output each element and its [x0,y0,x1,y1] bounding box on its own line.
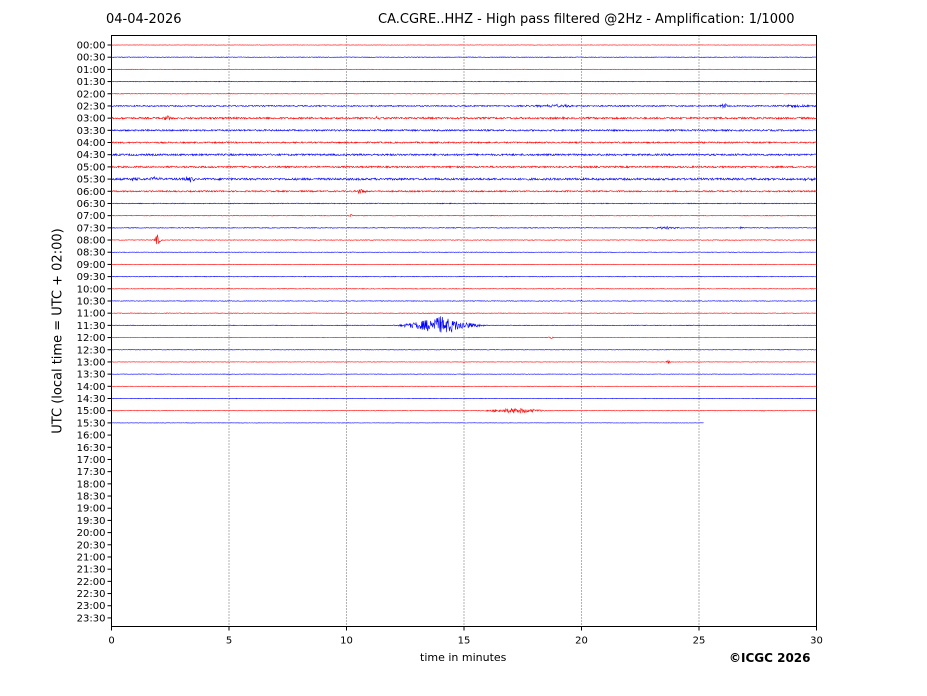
y-tick-label: 12:30 [77,345,106,356]
trace-0600 [111,189,817,195]
chart-title: CA.CGRE..HHZ - High pass filtered @2Hz -… [378,12,795,27]
trace-1300 [111,359,817,364]
y-tick-label: 19:00 [77,504,106,515]
trace-0530 [111,175,817,183]
trace-0300 [111,115,817,121]
y-tick-label: 09:00 [77,260,106,271]
x-tick-label: 20 [575,636,588,647]
trace-0500 [111,165,817,169]
y-tick-label: 18:00 [77,479,106,490]
trace-0630 [111,202,817,205]
y-tick-label: 15:30 [77,418,106,429]
x-tick-label: 0 [108,636,114,647]
y-tick-label: 21:30 [77,565,106,576]
y-tick-label: 05:30 [77,175,106,186]
trace-0130 [111,80,817,83]
y-tick-label: 08:30 [77,248,106,259]
y-axis-label: UTC (local time = UTC + 02:00) [50,228,66,434]
y-tick-label: 13:00 [77,357,106,368]
y-tick-label: 07:00 [77,211,106,222]
y-tick-label: 20:30 [77,540,106,551]
trace-0030 [111,56,817,58]
trace-0330 [111,128,817,133]
y-tick-label: 11:30 [77,321,106,332]
trace-0400 [111,140,817,145]
y-tick-label: 09:30 [77,272,106,283]
trace-1500 [111,407,817,414]
trace-1430 [111,397,817,400]
y-tick-label: 06:30 [77,199,106,210]
copyright-label: ©ICGC 2026 [729,651,811,665]
trace-1100 [111,312,817,314]
x-axis-label: time in minutes [420,651,507,664]
trace-1130 [111,316,817,333]
y-tick-label: 10:00 [77,284,106,295]
y-tick-label: 18:30 [77,492,106,503]
y-tick-label: 01:00 [77,65,106,76]
x-tick-label: 15 [458,636,471,647]
y-tick-label: 04:30 [77,150,106,161]
x-tick-label: 25 [693,636,706,647]
date-label: 04-04-2026 [106,12,182,27]
x-axis-ticks: 0 5 10 15 20 25 30 [108,626,823,647]
y-tick-label: 22:00 [77,577,106,588]
y-tick-label: 16:30 [77,443,106,454]
y-tick-label: 20:00 [77,528,106,539]
y-tick-label: 16:00 [77,431,106,442]
trace-1200 [111,336,817,339]
y-tick-label: 03:00 [77,114,106,125]
y-tick-label: 14:30 [77,394,106,405]
y-tick-label: 08:00 [77,236,106,247]
plot-area-frame [111,35,817,627]
y-tick-label: 19:30 [77,516,106,527]
y-tick-label: 03:30 [77,126,106,137]
y-tick-label: 04:00 [77,138,106,149]
y-tick-label: 02:00 [77,89,106,100]
y-tick-label: 05:00 [77,162,106,173]
y-tick-label: 10:30 [77,296,106,307]
y-tick-label: 07:30 [77,223,106,234]
trace-0830 [111,251,817,253]
trace-0230 [111,102,817,109]
seismic-traces [111,44,817,424]
y-tick-label: 02:30 [77,101,106,112]
y-tick-label: 15:00 [77,406,106,417]
y-tick-label: 00:00 [77,41,106,52]
trace-0730 [111,225,817,230]
y-tick-label: 22:30 [77,589,106,600]
trace-0800 [111,234,817,245]
y-tick-label: 06:00 [77,187,106,198]
vertical-gridlines [228,35,700,627]
x-tick-label: 10 [340,636,353,647]
y-tick-label: 17:00 [77,455,106,466]
y-tick-label: 17:30 [77,467,106,478]
trace-0430 [111,152,817,157]
x-tick-label: 5 [226,636,232,647]
y-tick-label: 13:30 [77,370,106,381]
y-tick-label: 23:00 [77,601,106,612]
trace-1230 [111,349,817,351]
y-tick-label: 12:00 [77,333,106,344]
trace-1030 [111,300,817,302]
y-tick-label: 01:30 [77,77,106,88]
trace-1000 [111,288,817,290]
trace-0930 [111,275,817,278]
trace-0200 [111,93,817,95]
y-tick-label: 14:00 [77,382,106,393]
y-tick-label: 23:30 [77,613,106,624]
trace-0700 [111,214,817,218]
y-tick-label: 11:00 [77,309,106,320]
y-tick-label: 21:00 [77,552,106,563]
x-tick-label: 30 [810,636,823,647]
y-tick-label: 00:30 [77,53,106,64]
